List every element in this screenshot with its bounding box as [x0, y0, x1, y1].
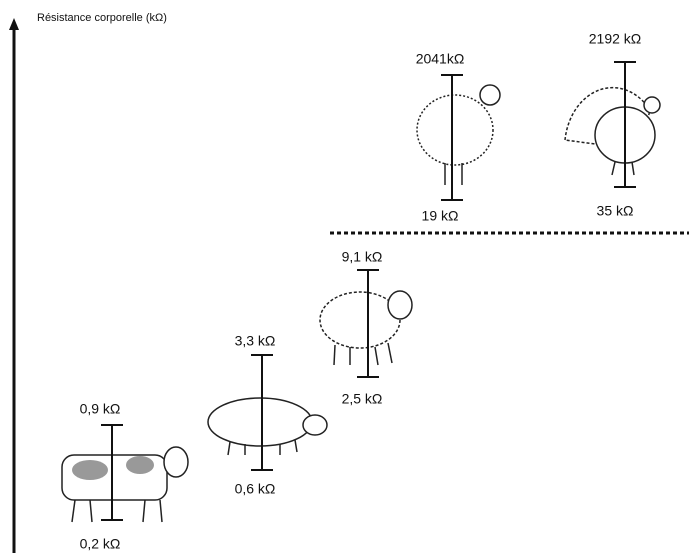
turkey [564, 86, 661, 176]
max-label: 2192 kΩ [589, 31, 642, 47]
min-label: 0,6 kΩ [235, 481, 276, 497]
max-label: 2041kΩ [416, 51, 465, 67]
min-label: 19 kΩ [422, 208, 459, 224]
max-label: 0,9 kΩ [80, 401, 121, 417]
min-label: 0,2 kΩ [80, 536, 121, 552]
max-label: 3,3 kΩ [235, 333, 276, 349]
cow [61, 446, 189, 523]
pig [207, 397, 328, 456]
axis-arrow [9, 18, 19, 30]
max-label: 9,1 kΩ [342, 249, 383, 265]
axis-label: Résistance corporelle (kΩ) [37, 12, 167, 24]
chicken [416, 84, 501, 185]
min-label: 35 kΩ [597, 203, 634, 219]
sheep [319, 290, 413, 366]
min-label: 2,5 kΩ [342, 391, 383, 407]
